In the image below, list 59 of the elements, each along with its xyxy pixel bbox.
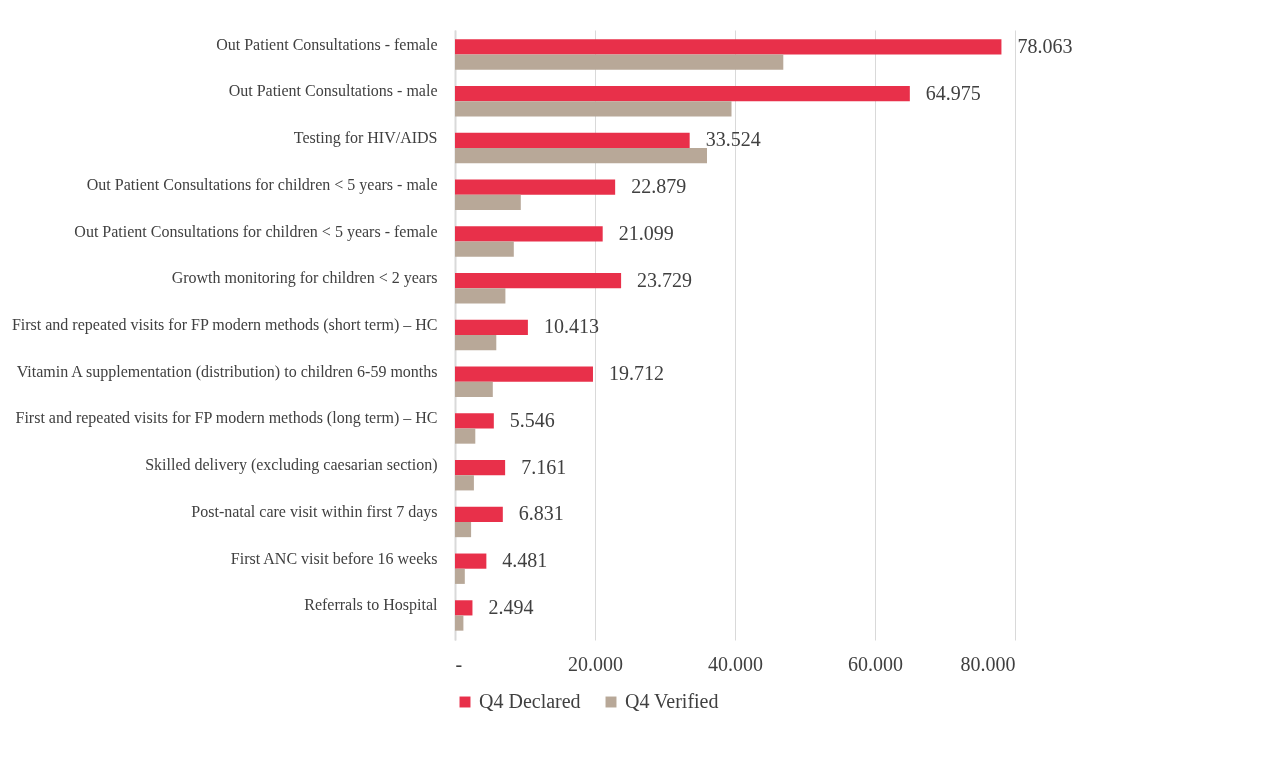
x-tick-label: 40.000 xyxy=(708,652,763,675)
data-label: 78.063 xyxy=(1017,34,1073,57)
y-tick-label: Out Patient Consultations - female xyxy=(216,35,438,53)
y-tick-label: Growth monitoring for children < 2 years xyxy=(171,269,438,288)
legend-label: Q4 Verified xyxy=(625,690,719,712)
bar xyxy=(455,553,487,569)
bar xyxy=(455,241,514,257)
y-tick-label: First and repeated visits for FP modern methods (short term) – HC xyxy=(11,316,438,334)
bar xyxy=(455,179,616,195)
bar xyxy=(455,288,506,304)
y-tick-label: First ANC visit before 16 weeks xyxy=(230,549,438,567)
bar xyxy=(455,506,503,522)
data-label: 23.729 xyxy=(637,268,693,291)
x-tick-label: - xyxy=(455,652,463,675)
x-tick-label: 60.000 xyxy=(848,652,903,675)
bar xyxy=(455,39,1002,55)
y-tick-label: Post-natal care visit within first 7 days xyxy=(191,502,438,521)
x-tick-label: 20.000 xyxy=(568,652,623,675)
data-label: 22.879 xyxy=(631,175,687,198)
bar xyxy=(455,194,521,210)
bar xyxy=(455,335,497,351)
bar xyxy=(455,101,732,117)
bar xyxy=(455,615,464,631)
bar xyxy=(455,366,593,382)
data-label: 21.099 xyxy=(618,221,674,244)
bar xyxy=(455,428,476,444)
bar xyxy=(455,413,494,429)
data-label: 4.481 xyxy=(502,549,548,572)
y-tick-label: Vitamin A supplementation (distribution) to children 6-59 months xyxy=(16,362,438,381)
bar xyxy=(455,132,690,149)
bar xyxy=(455,319,528,335)
x-tick-label: 80.000 xyxy=(960,652,1016,675)
bar xyxy=(455,460,506,476)
data-label: 6.831 xyxy=(518,502,564,525)
bar xyxy=(455,521,472,538)
bar xyxy=(455,226,603,242)
y-tick-label: Out Patient Consultations for children < 5 years - female xyxy=(74,222,438,241)
y-tick-label: Referrals to Hospital xyxy=(304,596,439,615)
bar xyxy=(455,148,707,164)
data-label: 64.975 xyxy=(925,81,981,104)
y-tick-label: Skilled delivery (excluding caesarian section) xyxy=(145,456,438,475)
data-label: 33.524 xyxy=(705,128,761,151)
bar xyxy=(455,54,784,70)
data-label: 2.494 xyxy=(488,595,534,618)
data-label: 19.712 xyxy=(608,362,664,385)
bar xyxy=(455,568,465,584)
y-tick-label: First and repeated visits for FP modern methods (long term) – HC xyxy=(15,409,438,428)
legend-label: Q4 Declared xyxy=(479,690,581,712)
data-label: 5.546 xyxy=(509,408,555,431)
data-label: 7.161 xyxy=(521,455,567,478)
y-tick-label: Out Patient Consultations - male xyxy=(228,82,438,100)
y-tick-label: Out Patient Consultations for children < 5 years - male xyxy=(86,175,438,194)
bar xyxy=(455,273,622,289)
y-tick-label: Testing for HIV/AIDS xyxy=(293,129,438,148)
bar xyxy=(455,86,910,102)
bar xyxy=(455,381,493,397)
bar xyxy=(455,475,474,491)
data-label: 10.413 xyxy=(543,315,599,338)
bar xyxy=(455,600,473,616)
